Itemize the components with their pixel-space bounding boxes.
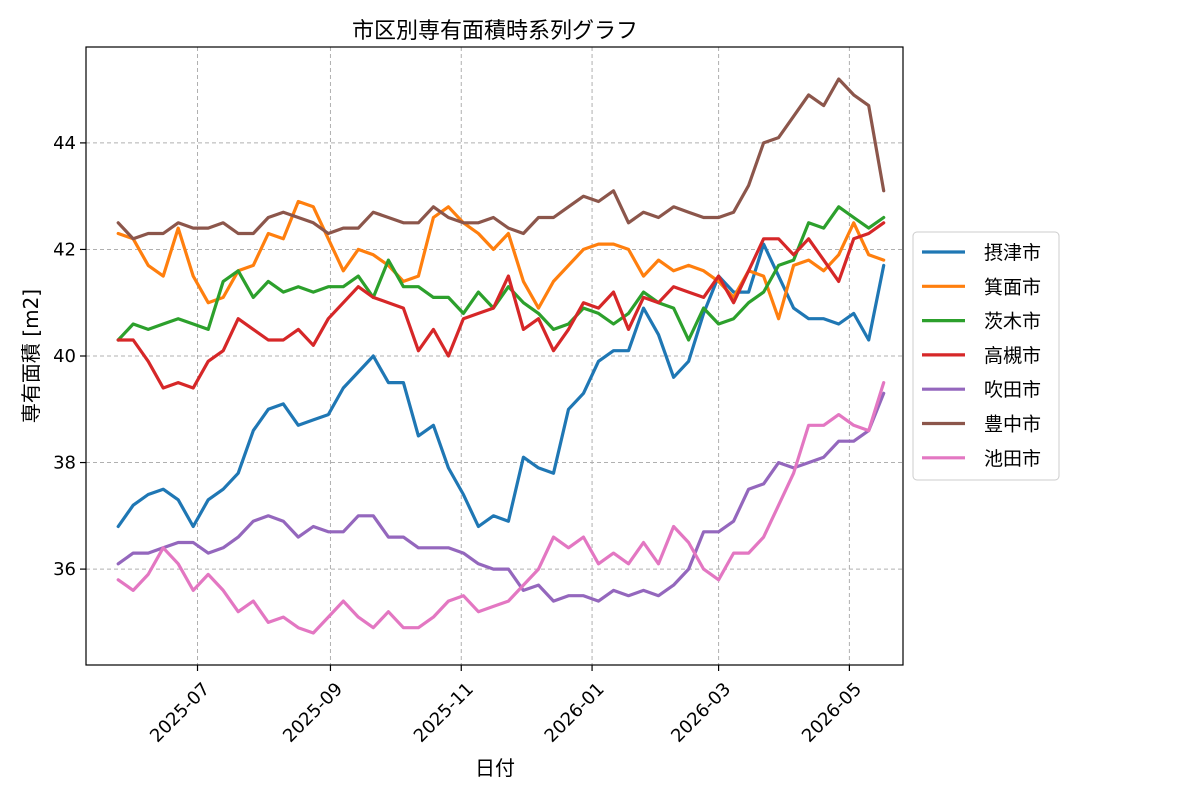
series-line-6 [116,381,886,635]
legend-label: 摂津市 [984,242,1041,264]
x-tick-label: 2026-05 [798,679,866,747]
x-tick-label: 2025-11 [410,679,478,747]
x-tick-label: 2026-01 [541,679,609,747]
y-axis-label: 専有面積 [m2] [19,289,43,423]
legend-box [912,231,1060,481]
y-tick-label: 38 [53,453,76,474]
legend-label: 吹田市 [984,379,1041,401]
legend-label: 箕面市 [984,276,1041,298]
x-axis-label: 日付 [475,756,515,780]
grid-lines [86,47,903,665]
series-line-0 [116,242,886,529]
series-line-2 [116,205,886,342]
series-line-3 [116,221,886,390]
series-line-4 [116,391,886,603]
x-tick-label: 2025-07 [146,679,214,747]
series-line-5 [116,77,886,241]
series-lines [116,77,886,635]
x-tick-label: 2025-09 [279,679,347,747]
y-tick-label: 44 [53,133,76,154]
x-axis-ticks: 2025-07 2025-09 2025-11 2026-01 2026-03 2026-… [146,665,866,747]
chart-title: 市区別専有面積時系列グラフ [352,19,638,44]
y-tick-label: 36 [53,559,76,580]
legend-label: 高槻市 [984,345,1041,367]
legend-label: 茨木市 [984,311,1041,333]
y-axis-ticks: 36 38 40 42 44 [53,133,86,580]
legend-label: 池田市 [984,448,1041,470]
legend-label: 豊中市 [984,414,1041,436]
y-tick-label: 40 [53,346,76,367]
series-line-1 [116,199,886,321]
y-tick-label: 42 [53,239,76,260]
x-tick-label: 2026-03 [667,679,735,747]
